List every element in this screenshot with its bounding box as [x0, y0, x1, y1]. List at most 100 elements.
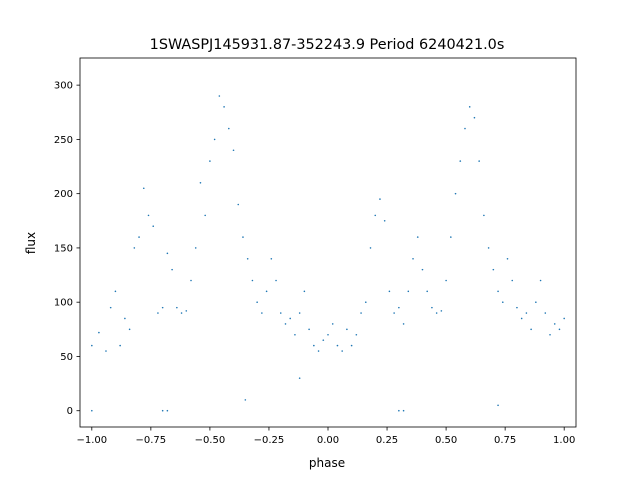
y-tick-label: 300 [54, 81, 73, 92]
data-point [539, 279, 542, 282]
data-point [393, 312, 395, 314]
data-point [431, 306, 433, 309]
data-point [209, 160, 211, 162]
data-point [327, 333, 329, 336]
data-point [265, 290, 268, 293]
data-point [138, 236, 140, 238]
data-point [421, 268, 424, 271]
data-point [388, 290, 391, 293]
x-tick-label: −0.25 [254, 435, 285, 446]
data-point [176, 306, 178, 309]
data-point [379, 198, 381, 200]
data-point [246, 257, 249, 260]
data-point [232, 149, 235, 152]
data-point [497, 290, 499, 293]
data-point [435, 312, 438, 314]
data-point [128, 328, 131, 331]
x-tick-label: −0.75 [136, 435, 167, 446]
data-point [369, 247, 372, 249]
data-point [450, 236, 452, 238]
x-tick-label: 1.00 [553, 435, 575, 446]
outlier-point [398, 409, 400, 412]
x-tick-label: 0.75 [494, 435, 516, 446]
y-axis-ticks: 0 50 100 150 200 250 300 [54, 81, 80, 417]
data-point [478, 160, 480, 162]
data-point [346, 328, 348, 331]
data-point [487, 247, 490, 249]
data-point [237, 203, 240, 206]
data-point [563, 317, 565, 320]
data-point [459, 160, 462, 162]
data-point [105, 350, 107, 352]
data-point [124, 317, 126, 320]
data-point [553, 323, 556, 325]
data-points [91, 95, 565, 412]
data-point [426, 290, 429, 293]
data-point [218, 95, 221, 97]
data-point [549, 333, 551, 336]
data-point [157, 312, 159, 314]
data-point [331, 323, 334, 325]
data-point [152, 225, 155, 228]
data-point [317, 350, 320, 352]
data-point [199, 182, 202, 184]
data-point [501, 301, 504, 303]
data-point [275, 279, 277, 282]
outlier-point [244, 399, 247, 401]
data-point [440, 310, 443, 312]
data-point [407, 290, 410, 293]
data-point [204, 214, 206, 217]
data-point [298, 312, 301, 314]
data-point [364, 301, 367, 303]
data-point [147, 214, 150, 217]
y-tick-label: 250 [54, 135, 73, 146]
data-point [294, 333, 296, 336]
x-tick-label: 0.25 [376, 435, 398, 446]
outlier-point [166, 409, 169, 412]
data-point [473, 116, 476, 119]
data-point [350, 344, 353, 347]
y-tick-label: 100 [54, 298, 73, 309]
y-tick-label: 150 [54, 243, 73, 254]
data-point [398, 306, 400, 309]
data-point [355, 333, 358, 336]
data-point [492, 268, 495, 271]
data-point [520, 317, 523, 320]
data-point [483, 214, 485, 217]
data-point [242, 236, 244, 238]
data-point [336, 344, 339, 347]
data-point [530, 328, 532, 331]
y-axis-label: flux [24, 232, 38, 254]
data-point [119, 344, 121, 347]
outlier-point [497, 404, 499, 407]
outlier-point [298, 377, 301, 379]
data-point [91, 344, 93, 347]
data-point [251, 279, 254, 282]
data-point [98, 331, 100, 334]
data-point [313, 344, 315, 347]
data-point [511, 279, 514, 282]
data-point [468, 106, 471, 108]
y-tick-label: 50 [60, 352, 73, 363]
data-point [303, 290, 306, 293]
data-point [558, 328, 561, 331]
data-point [223, 106, 225, 108]
data-point [142, 187, 145, 190]
data-point [190, 279, 192, 282]
data-point [416, 236, 419, 238]
data-point [322, 339, 325, 341]
data-point [161, 306, 164, 309]
data-point [516, 306, 518, 309]
plot-area-frame [79, 57, 577, 428]
data-point [256, 301, 258, 303]
data-point [185, 310, 188, 312]
outlier-point [402, 409, 405, 412]
x-tick-label: −0.50 [195, 435, 226, 446]
data-point [525, 312, 528, 314]
data-point [228, 127, 230, 130]
data-point [544, 312, 547, 314]
data-point [445, 279, 447, 282]
